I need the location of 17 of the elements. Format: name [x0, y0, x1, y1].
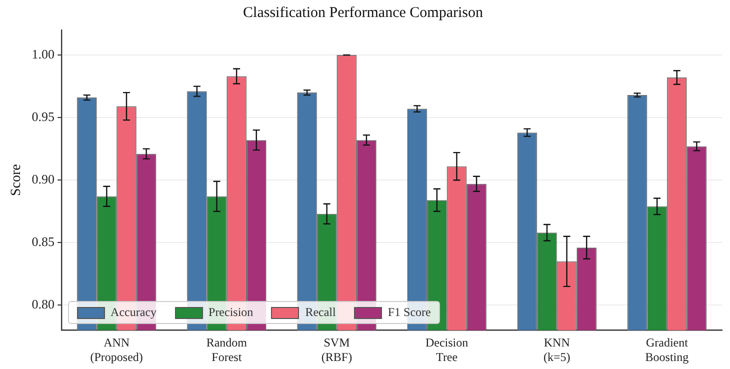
y-tick-label: 0.95 — [32, 108, 55, 124]
y-tick-label: 0.90 — [32, 172, 55, 187]
x-tick-label: SVM (RBF) — [321, 336, 352, 364]
x-tick-label: Gradient Boosting — [645, 336, 689, 364]
x-tick-label: KNN (k=5) — [544, 336, 570, 364]
legend-label: F1 Score — [388, 305, 431, 320]
legend-label: Recall — [305, 305, 336, 320]
x-tick-label: ANN (Proposed) — [90, 336, 143, 364]
legend-label: Precision — [208, 305, 254, 320]
y-axis-title: Score — [9, 164, 24, 196]
chart-title: Classification Performance Comparison — [243, 4, 484, 21]
y-tick-label: 1.00 — [32, 46, 55, 62]
legend-label: Accuracy — [110, 305, 157, 320]
y-tick-label: 0.80 — [32, 296, 55, 312]
x-tick-label: Random Forest — [206, 336, 248, 364]
x-tick-label: Decision Tree — [425, 336, 468, 364]
y-tick-label: 0.85 — [32, 234, 55, 250]
